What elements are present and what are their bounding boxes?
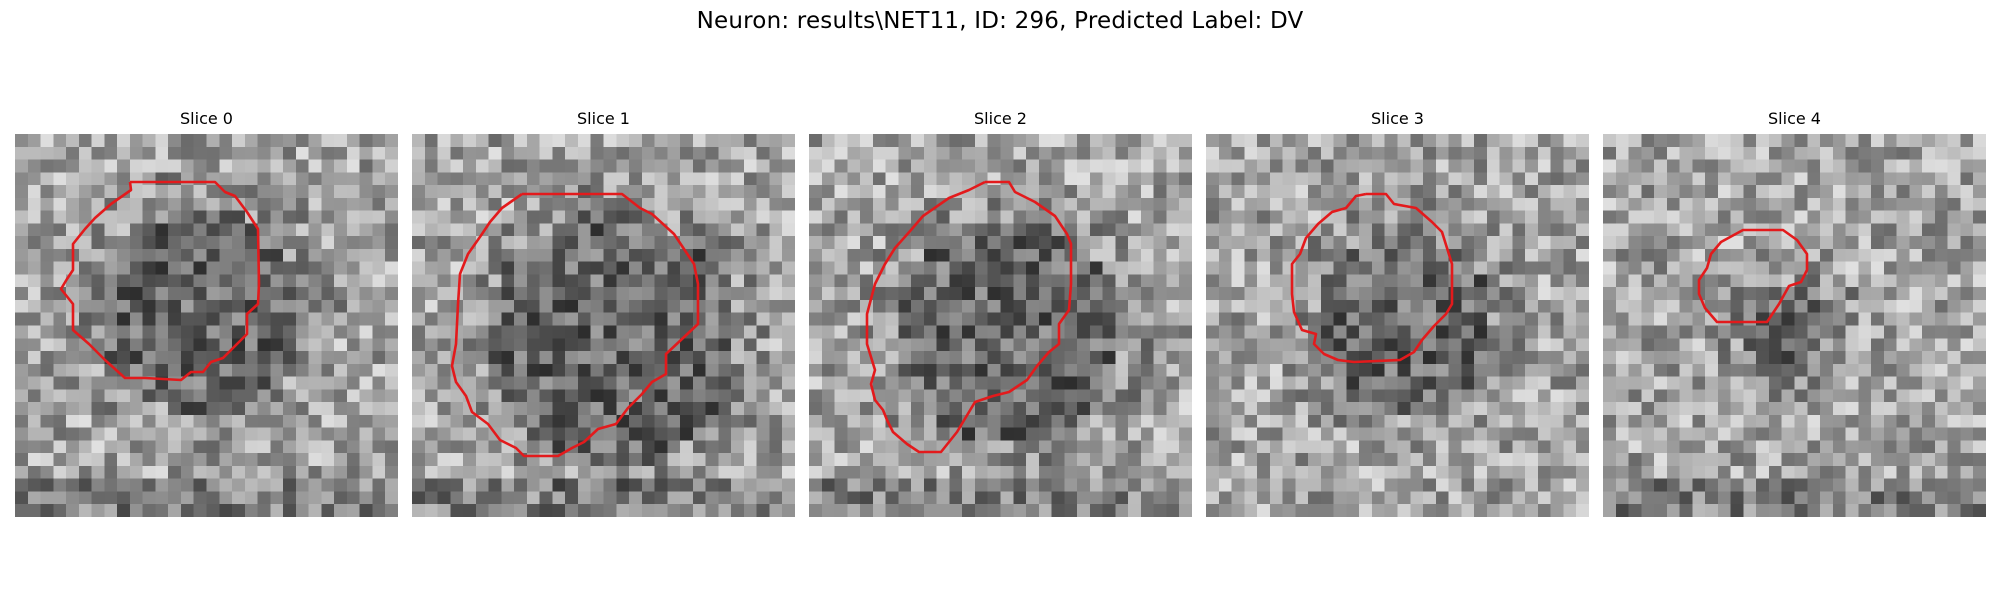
grayscale-micrograph xyxy=(1206,134,1589,517)
slice-panel-2: Slice 2 xyxy=(809,108,1192,517)
grayscale-micrograph xyxy=(412,134,795,517)
roi-contour xyxy=(59,180,261,382)
slice-panel-4: Slice 4 xyxy=(1603,108,1986,517)
grayscale-micrograph xyxy=(1603,134,1986,517)
slice-panel-1: Slice 1 xyxy=(412,108,795,517)
roi-contour xyxy=(1290,192,1454,364)
grayscale-micrograph xyxy=(809,134,1192,517)
roi-contour xyxy=(1697,228,1809,324)
roi-contour xyxy=(865,180,1073,454)
slice-image xyxy=(809,134,1192,517)
slice-title: Slice 4 xyxy=(1768,109,1821,128)
slice-panel-0: Slice 0 xyxy=(15,108,398,517)
slice-image xyxy=(15,134,398,517)
figure-title: Neuron: results\NET11, ID: 296, Predicte… xyxy=(696,8,1304,34)
slice-title: Slice 2 xyxy=(974,109,1027,128)
slice-image xyxy=(1206,134,1589,517)
slice-title: Slice 1 xyxy=(577,109,630,128)
slice-image xyxy=(1603,134,1986,517)
grayscale-micrograph xyxy=(15,134,398,517)
roi-contour xyxy=(450,192,700,458)
slice-title: Slice 0 xyxy=(180,109,233,128)
slice-panel-3: Slice 3 xyxy=(1206,108,1589,517)
slice-image xyxy=(412,134,795,517)
slice-title: Slice 3 xyxy=(1371,109,1424,128)
